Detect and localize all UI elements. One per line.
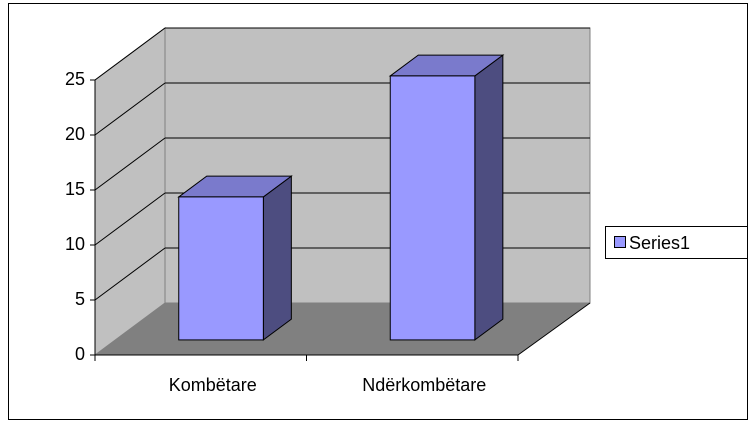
bar [389, 75, 476, 341]
y-tick-label: 20 [65, 124, 85, 144]
x-tick-label: Kombëtare [169, 375, 257, 395]
grid-line [94, 247, 166, 301]
legend-swatch [614, 236, 626, 248]
side-wall [94, 27, 166, 356]
y-tick-label: 15 [65, 179, 85, 199]
y-tick-label: 5 [75, 289, 85, 309]
y-tick-label: 0 [75, 344, 85, 364]
grid-line [94, 82, 166, 136]
bar [178, 196, 264, 341]
y-tick-label: 10 [65, 234, 85, 254]
floor-edge [517, 302, 591, 356]
floor [95, 303, 590, 355]
legend [605, 226, 748, 259]
bar-side [474, 54, 504, 341]
y-tick-label: 25 [65, 69, 85, 89]
bar-side [262, 175, 292, 341]
x-tick-label: Ndërkombëtare [362, 375, 486, 395]
legend-label: Series1 [629, 233, 690, 253]
grid-line [94, 192, 166, 246]
grid-line [94, 27, 166, 81]
grid-line [94, 137, 166, 191]
